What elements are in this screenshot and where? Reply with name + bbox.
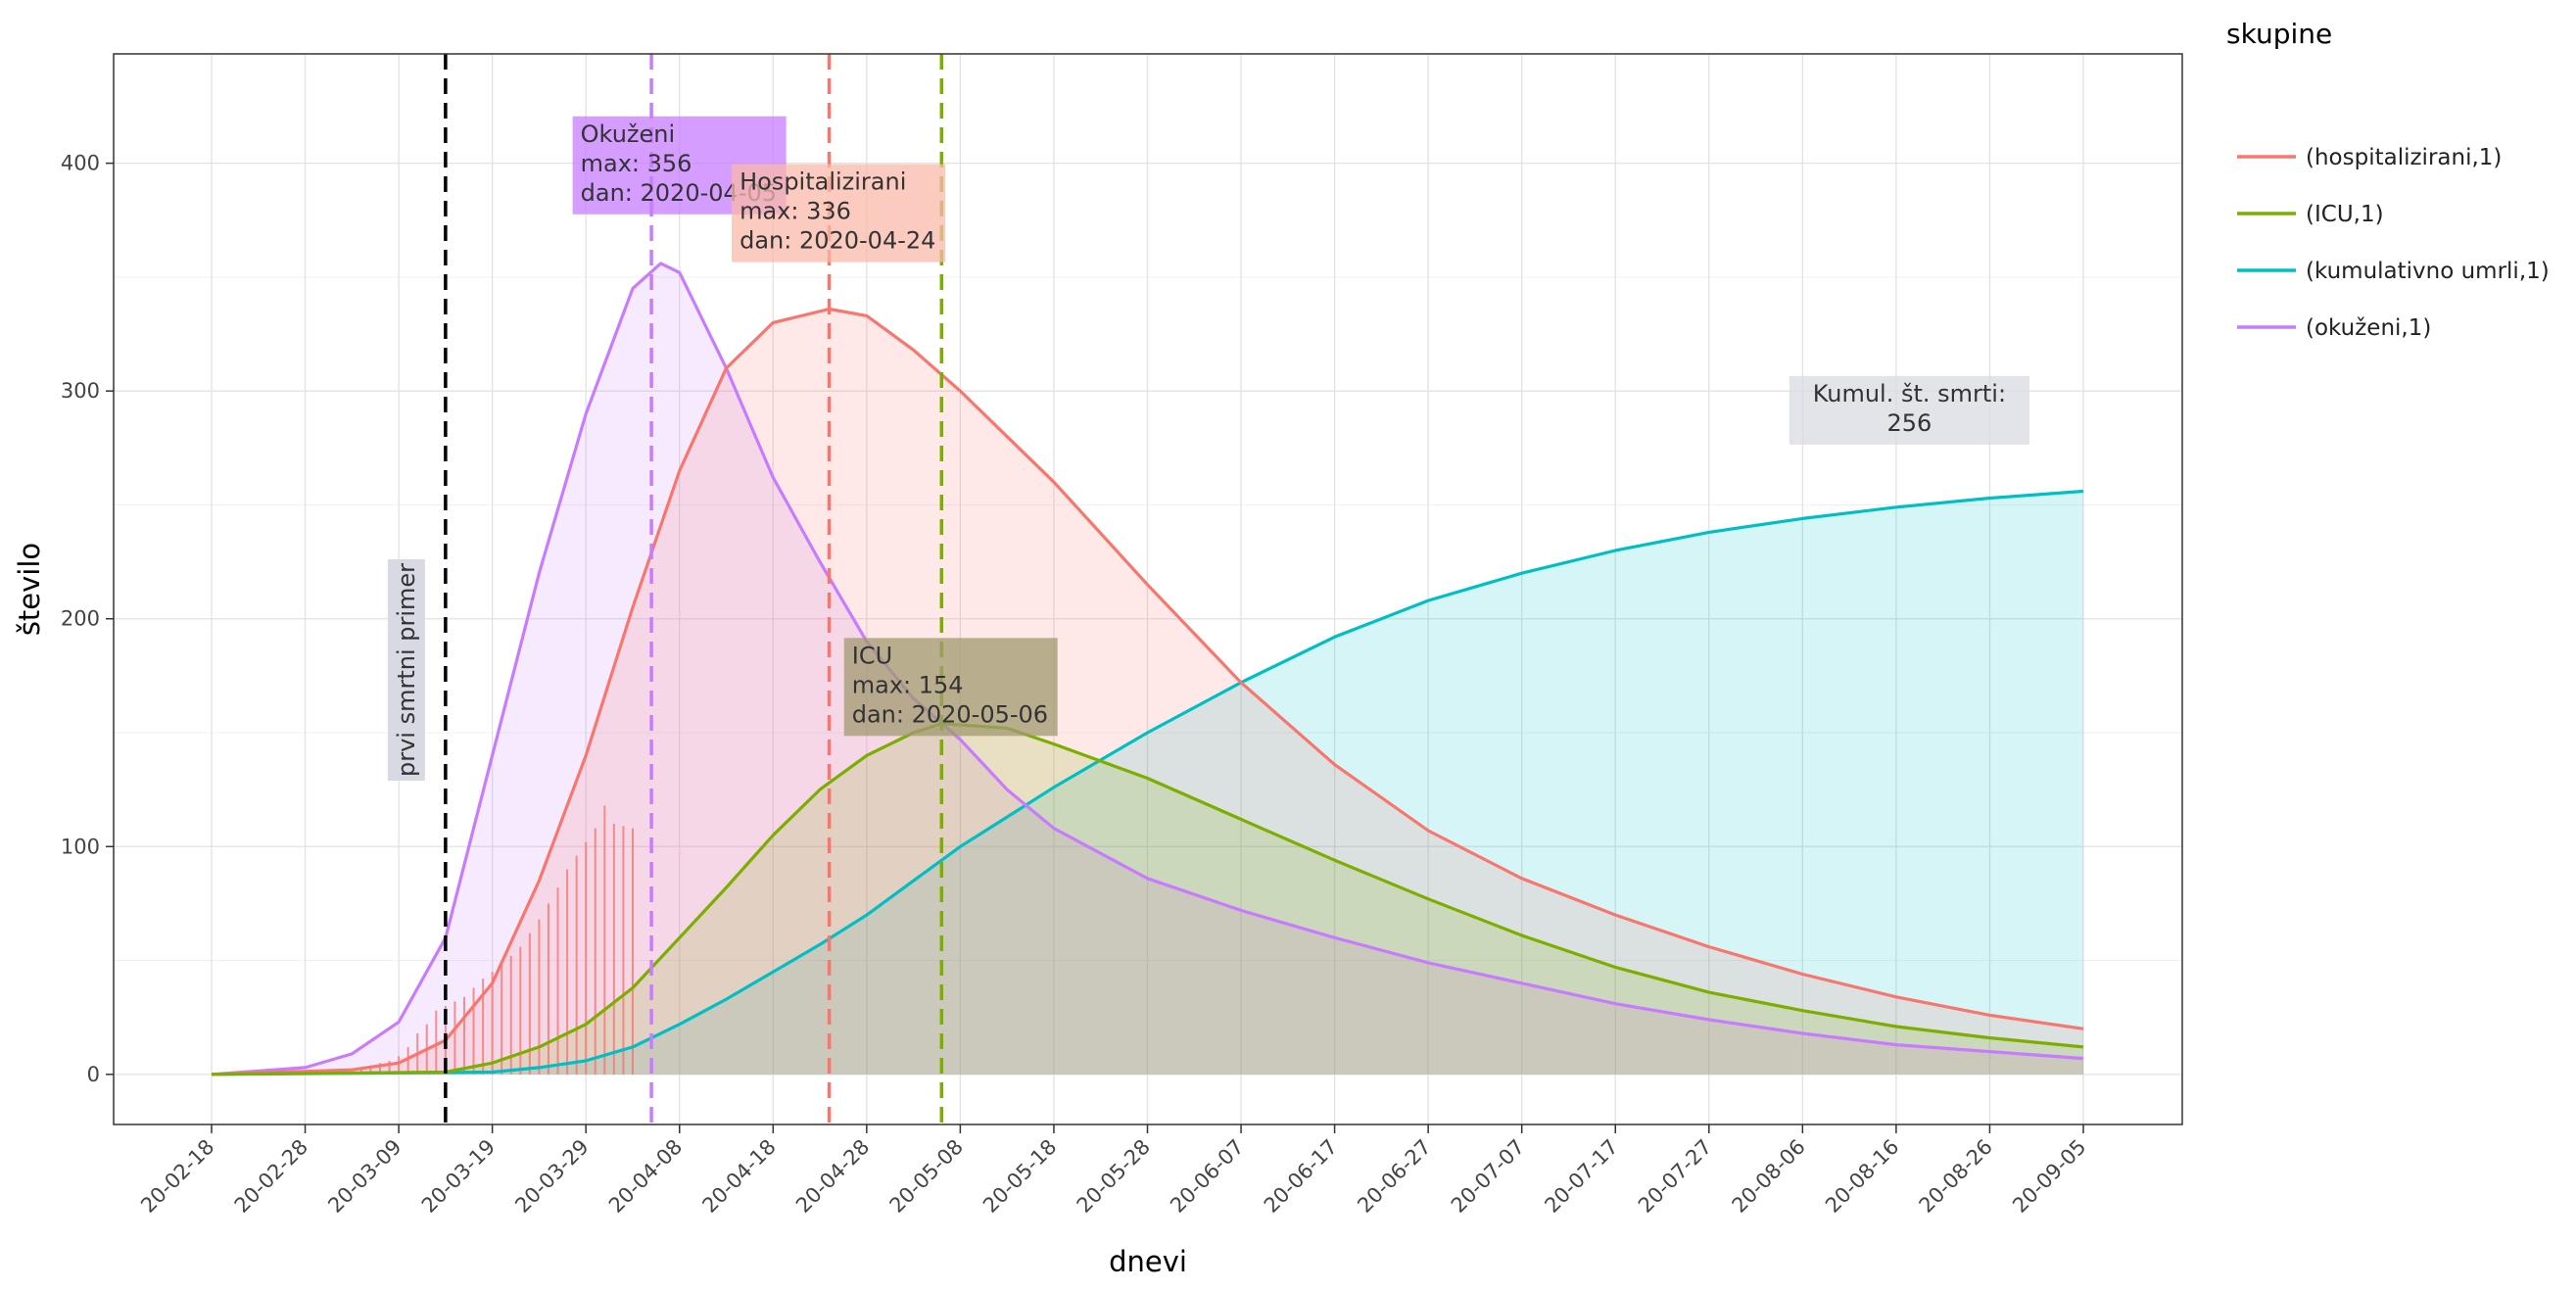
annotation-text: Kumul. št. smrti: (1813, 380, 2006, 407)
legend-item: (hospitalizirani,1) (2237, 145, 2502, 170)
first-death-label-box (387, 559, 425, 781)
annotation-text: dan: 2020-05-06 (852, 700, 1048, 728)
series-line-kumulativno-umrli1 (211, 489, 2084, 1076)
legend-item: (kumulativno umrli,1) (2237, 259, 2550, 284)
annotation-text: Okuženi (581, 120, 676, 148)
area-okuženi1 (212, 263, 2083, 1075)
annotation-umrli: Kumul. št. smrti:256 (1789, 375, 2029, 445)
legend-label: (ICU,1) (2306, 202, 2384, 227)
legend-label: (hospitalizirani,1) (2306, 145, 2502, 170)
annotation-box (732, 164, 946, 263)
area-hospitalizirani1 (212, 309, 2083, 1075)
legend-item: (okuženi,1) (2237, 315, 2431, 341)
annotation-text: max: 336 (739, 198, 851, 225)
legend-item: (ICU,1) (2237, 202, 2384, 227)
first-death-label-text: prvi smrtni primer (393, 563, 420, 777)
annotation-text: max: 356 (581, 150, 692, 177)
series-areas (212, 263, 2083, 1075)
annotation-text: 256 (1886, 409, 1932, 437)
annotation-text: max: 154 (852, 671, 964, 698)
first-death-label: prvi smrtni primer (387, 559, 425, 781)
legend-label: (kumulativno umrli,1) (2306, 259, 2550, 284)
area-kumulativno-umrli1 (212, 491, 2083, 1075)
y-tick-label: 200 (61, 607, 100, 631)
legend-label: (okuženi,1) (2306, 315, 2431, 341)
area-ICU1 (212, 723, 2083, 1075)
y-axis-title: število (13, 543, 46, 636)
y-tick-label: 0 (87, 1063, 100, 1086)
series-line-hospitalizirani1 (211, 307, 2084, 1076)
annotation-box (843, 638, 1058, 737)
y-axis: 0 100 200 300 400 (61, 152, 114, 1086)
y-tick-label: 100 (61, 835, 100, 858)
y-tick-label: 400 (61, 152, 100, 175)
y-tick-label: 300 (61, 379, 100, 403)
x-axis-title: dnevi (1109, 1245, 1187, 1278)
legend: skupine (hospitalizirani,1) (ICU,1) (kumula… (2226, 18, 2550, 341)
observed-bars (359, 805, 634, 1075)
annotation-text: Hospitalizirani (739, 168, 906, 196)
legend-title: skupine (2226, 18, 2332, 50)
annotation-text: ICU (852, 642, 892, 669)
annotation-box (1789, 375, 2029, 445)
annotation-text: dan: 2020-04-24 (739, 227, 935, 255)
